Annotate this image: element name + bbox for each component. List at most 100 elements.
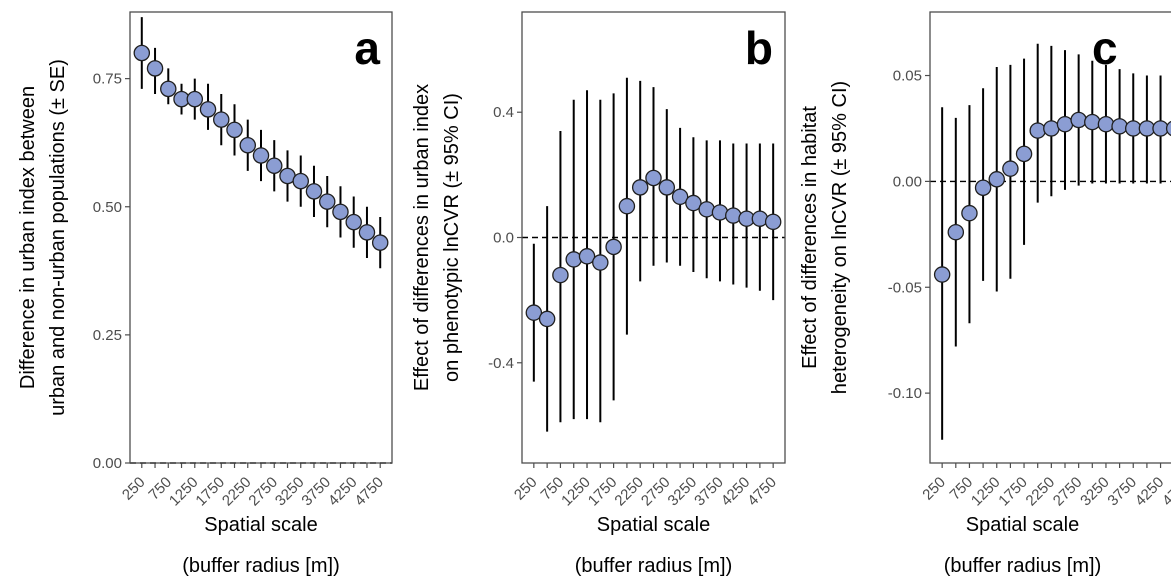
x-tick-label: 2250 <box>1023 474 1059 510</box>
data-point <box>345 213 362 231</box>
data-point <box>565 251 582 268</box>
x-tick-label: 3750 <box>1104 474 1140 510</box>
data-point <box>751 210 769 227</box>
panel-border <box>929 11 1171 464</box>
x-tick-label: 250 <box>511 474 541 504</box>
x-tick-label: 3750 <box>298 474 334 510</box>
data-point <box>764 213 782 231</box>
data-point <box>305 183 323 200</box>
y-tick-label: 0.0 <box>493 230 514 247</box>
data-point <box>1029 122 1046 139</box>
data-point <box>578 248 596 265</box>
y-tick-label: -0.05 <box>888 279 922 296</box>
x-axis-subtitle: (buffer radius [m]) <box>575 555 732 577</box>
panel-border <box>129 11 393 464</box>
data-point <box>199 101 217 118</box>
y-axis-title: Difference in urban index between <box>17 86 39 389</box>
y-axis-title: heterogeneity on lnCVR (± 95% CI) <box>829 81 851 394</box>
x-tick-label: 3750 <box>691 474 727 510</box>
data-point <box>592 254 609 271</box>
data-point <box>371 234 389 251</box>
data-point <box>552 266 569 284</box>
panel-border <box>521 11 786 464</box>
data-point <box>658 179 676 196</box>
x-tick-label: 1250 <box>166 474 202 510</box>
x-tick-label: 2750 <box>245 474 281 510</box>
y-tick-label: 0.75 <box>93 71 122 88</box>
x-tick-label: 1250 <box>968 474 1004 510</box>
data-point <box>133 44 151 62</box>
x-tick-label: 3250 <box>272 474 308 510</box>
data-point <box>1152 120 1169 137</box>
x-axis-title: Spatial scale <box>966 514 1079 536</box>
x-tick-label: 1750 <box>995 474 1031 510</box>
data-point <box>1125 120 1142 137</box>
x-tick-label: 3250 <box>665 474 701 510</box>
data-point <box>1015 145 1033 163</box>
data-point <box>1138 120 1156 137</box>
x-tick-label: 1750 <box>192 474 228 510</box>
x-tick-label: 2250 <box>219 474 255 510</box>
y-tick-label: 0.00 <box>893 173 922 190</box>
data-point <box>226 121 243 139</box>
y-axis-title: Effect of differences in urban index <box>411 84 433 391</box>
data-point <box>1084 113 1101 131</box>
y-axis-title: on phenotypic lnCVR (± 95% CI) <box>441 93 463 382</box>
data-point <box>265 157 283 174</box>
y-tick-label: 0.00 <box>93 455 122 472</box>
panel-a: 0.000.250.500.75250750125017502250275032… <box>17 11 393 577</box>
panel-letter: a <box>354 22 380 74</box>
data-point <box>988 171 1006 188</box>
x-tick-label: 1750 <box>585 474 621 510</box>
data-point <box>933 266 951 283</box>
data-point <box>685 194 702 212</box>
data-point <box>186 90 204 108</box>
x-axis-subtitle: (buffer radius [m]) <box>182 555 339 577</box>
data-point <box>1111 118 1128 135</box>
data-point <box>711 204 729 221</box>
data-point <box>631 179 649 196</box>
x-tick-label: 4250 <box>718 474 754 510</box>
data-point <box>671 188 689 206</box>
data-point <box>645 169 662 187</box>
data-point <box>1002 160 1019 177</box>
data-point <box>318 193 336 210</box>
data-point <box>160 80 177 98</box>
x-tick-label: 1250 <box>558 474 594 510</box>
x-tick-label: 4750 <box>1159 474 1171 510</box>
x-tick-label: 4250 <box>325 474 361 510</box>
x-tick-label: 2750 <box>1050 474 1086 510</box>
x-tick-label: 2750 <box>638 474 674 510</box>
panel-letter: c <box>1092 22 1118 74</box>
data-point <box>252 147 270 164</box>
data-point <box>974 179 992 196</box>
y-tick-label: 0.50 <box>93 199 122 216</box>
x-tick-label: 4750 <box>744 474 780 510</box>
data-point <box>213 111 230 128</box>
x-tick-label: 4250 <box>1132 474 1168 510</box>
panel-b: -0.40.00.4250750125017502250275032503750… <box>411 11 786 577</box>
x-axis-title: Spatial scale <box>597 514 710 536</box>
y-tick-label: 0.4 <box>493 104 514 121</box>
y-tick-label: 0.25 <box>93 327 122 344</box>
y-axis-title: urban and non-urban populations (± SE) <box>47 59 69 416</box>
y-tick-label: -0.4 <box>488 355 514 372</box>
x-tick-label: 4750 <box>351 474 387 510</box>
data-point <box>1165 120 1171 137</box>
data-point <box>961 204 978 222</box>
y-tick-label: 0.05 <box>893 68 922 85</box>
data-point <box>1097 115 1115 133</box>
panel-c: -0.10-0.050.000.052507501250175022502750… <box>799 11 1171 577</box>
x-axis-title: Spatial scale <box>204 514 317 536</box>
x-tick-label: 2250 <box>611 474 647 510</box>
data-point <box>947 223 965 241</box>
x-tick-label: 250 <box>919 474 949 504</box>
data-point <box>292 172 309 190</box>
panel-letter: b <box>745 22 773 74</box>
data-point <box>1070 111 1087 129</box>
data-point <box>239 136 257 154</box>
data-point <box>1043 120 1060 137</box>
data-point <box>525 304 543 321</box>
data-point <box>358 224 376 241</box>
